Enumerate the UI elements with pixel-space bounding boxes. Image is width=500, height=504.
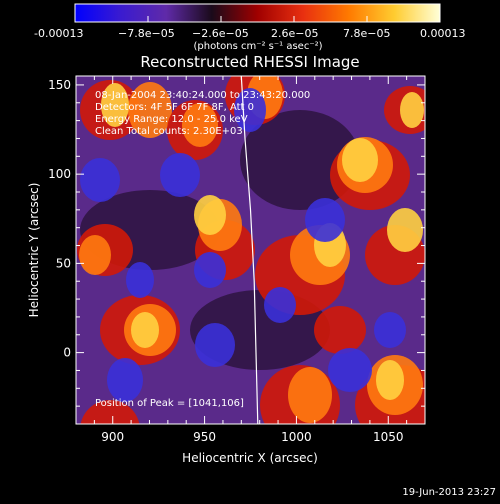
colorbar-tick-label-2: −2.6e−05 [192, 27, 249, 40]
heatmap-image [77, 76, 425, 424]
heatmap-blob [160, 153, 200, 197]
heatmap-blob [80, 400, 140, 424]
heatmap-blob [80, 158, 120, 202]
x-tick-label: 950 [193, 430, 216, 444]
heatmap-blob [182, 103, 218, 147]
heatmap-blob [131, 312, 159, 348]
annotation-peak-position: Position of Peak = [1041,106] [95, 398, 244, 409]
solar-limb-line [240, 76, 259, 424]
heatmap-blob [240, 110, 360, 210]
heatmap-blob [194, 252, 226, 288]
heatmap-blob [387, 208, 423, 252]
heatmap-blob [314, 306, 366, 354]
heatmap-blob [128, 82, 172, 138]
heatmap-blob [305, 198, 345, 242]
y-axis-label: Heliocentric Y (arcsec) [27, 183, 41, 318]
colorbar-tick-label-5: 0.00013 [420, 27, 466, 40]
y-tick-label: 50 [56, 256, 71, 270]
heatmap-blob [328, 348, 372, 392]
heatmap-blob [264, 287, 296, 323]
heatmap-blob [195, 323, 235, 367]
annotation-detectors: Detectors: 4F 5F 6F 7F 8F, Att 0 [95, 102, 254, 113]
x-axis: 900 950 1000 1050 [75, 76, 426, 444]
annotation-energy-range: Energy Range: 12.0 - 25.0 keV [95, 114, 248, 125]
heatmap-blob [400, 92, 424, 128]
colorbar-tick-label-4: 7.8e−05 [343, 27, 390, 40]
x-tick-label: 900 [101, 430, 124, 444]
x-axis-label: Heliocentric X (arcsec) [182, 451, 318, 465]
y-tick-label: 100 [48, 167, 71, 181]
heatmap-blob [194, 195, 226, 235]
y-tick-label: 150 [48, 78, 71, 92]
colorbar-strip [74, 3, 441, 23]
x-tick-label: 1050 [373, 430, 404, 444]
colorbar-units-label: (photons cm⁻² s⁻¹ asec⁻²) [193, 41, 322, 52]
y-axis: 0 50 100 150 [48, 78, 425, 425]
heatmap-blob [376, 360, 404, 400]
footer-timestamp: 19-Jun-2013 23:27 [402, 487, 496, 498]
colorbar-tick-label-3: 2.6e−05 [271, 27, 318, 40]
colorbar-tick-label-1: −7.8e−05 [118, 27, 175, 40]
colorbar-tick-label-0: -0.00013 [34, 27, 83, 40]
heatmap-blob [101, 83, 129, 127]
heatmap-blob [374, 312, 406, 348]
heatmap-blob [107, 358, 143, 402]
heatmap-blob [288, 367, 332, 423]
x-tick-label: 1000 [281, 430, 312, 444]
heatmap-blob [126, 262, 154, 298]
annotation-time-range: 08-Jan-2004 23:40:24.000 to 23:43:20.000 [95, 90, 310, 101]
heatmap-blob [234, 88, 266, 132]
annotation-total-counts: Clean Total counts: 2.30E+03 [95, 126, 243, 137]
y-tick-label: 0 [63, 346, 71, 360]
colorbar: -0.00013 −7.8e−05 −2.6e−05 2.6e−05 7.8e−… [34, 3, 466, 52]
heatmap-blob [79, 235, 111, 275]
plot-frame [75, 75, 426, 425]
chart-title: Reconstructed RHESSI Image [140, 53, 359, 71]
heatmap-blob [342, 138, 378, 182]
plot-area [76, 76, 425, 424]
